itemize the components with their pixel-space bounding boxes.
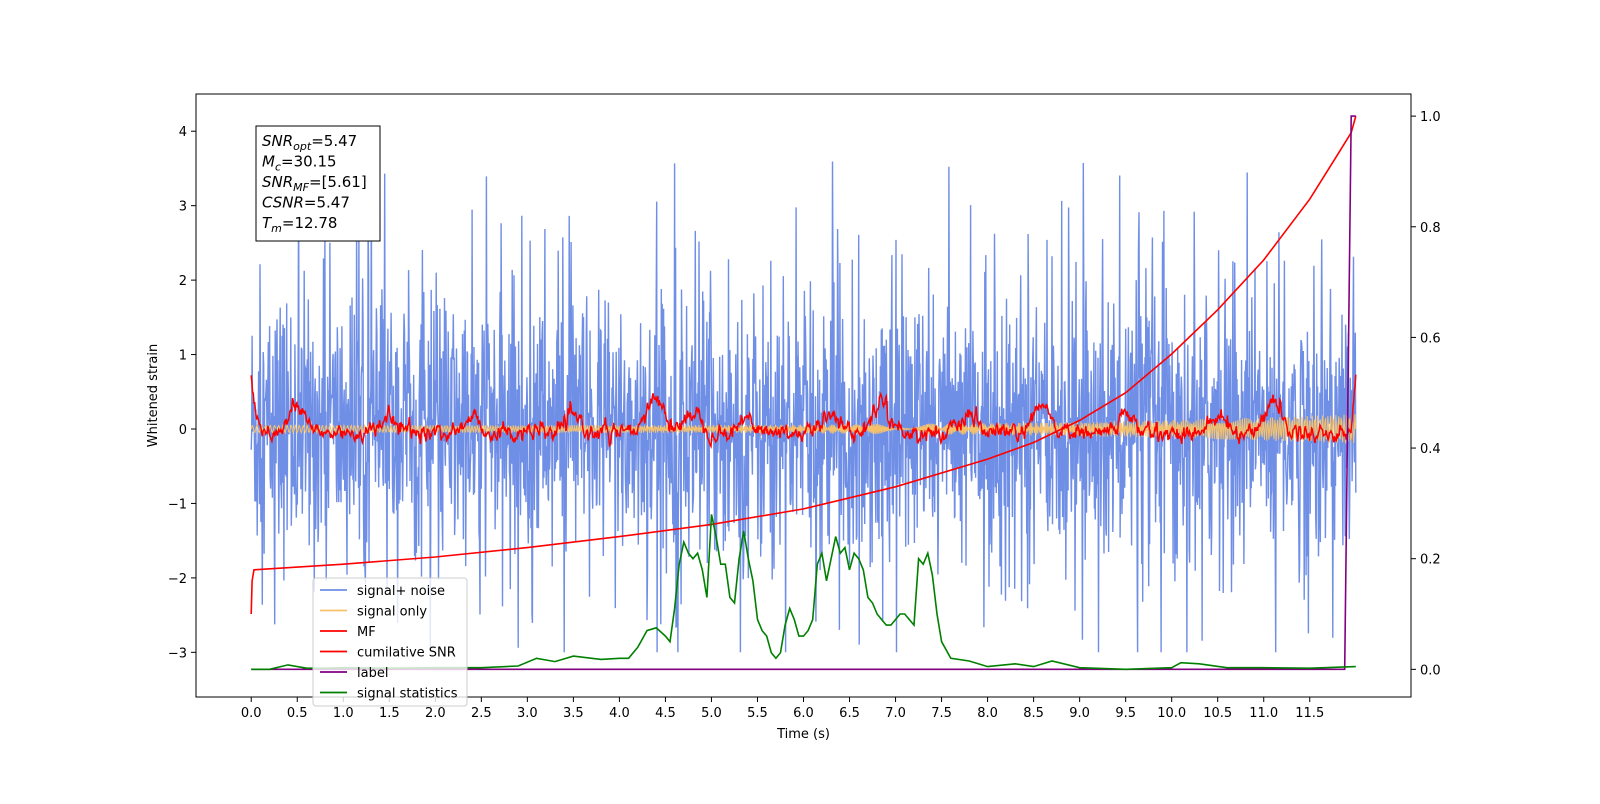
y-tick-label: 4 [179, 125, 187, 140]
annotation-line: Tm=12.78 [262, 214, 337, 235]
annotation-line: CSNR=5.47 [262, 194, 350, 212]
series-line [250, 374, 1357, 449]
legend-frame [312, 577, 468, 707]
y2-tick-label: 0.0 [1420, 663, 1441, 678]
legend-label: cumilative SNR [357, 646, 456, 661]
y-tick-label: 3 [179, 200, 187, 215]
series-line [250, 115, 1357, 615]
annotation-frame [255, 125, 381, 242]
series-cumilative-snr [250, 115, 1357, 615]
x-tick-label: 9.0 [1069, 706, 1090, 721]
series-layer [250, 115, 1357, 671]
series-signal-statistics [251, 514, 1356, 671]
series-label [251, 115, 1356, 671]
y-tick-label: −2 [168, 572, 187, 587]
y2-tick-label: 1.0 [1420, 110, 1441, 125]
x-tick-label: 10.5 [1203, 706, 1232, 721]
x-tick-label: 0.5 [287, 706, 308, 721]
series-signal-noise [250, 161, 1357, 653]
y2-tick-label: 0.2 [1420, 553, 1441, 568]
annotation-line: Mc=30.15 [262, 153, 337, 174]
y-tick-label: 0 [179, 423, 187, 438]
x-tick-label: 3.0 [517, 706, 538, 721]
parameter-annotation-box: SNRopt=5.47Mc=30.15SNRMF=[5.61]CSNR=5.47… [255, 125, 381, 242]
ticks-layer: 0.0 0.5 1.0 1.5 2.0 2.5 3.0 3.5 4.0 4.5 5.0 5.5 6.0 6… [168, 110, 1441, 721]
y-tick-label: −3 [168, 646, 187, 661]
x-tick-label: 11.0 [1249, 706, 1278, 721]
x-tick-label: 1.0 [333, 706, 354, 721]
y2-tick-label: 0.8 [1420, 221, 1441, 236]
x-tick-label: 5.0 [701, 706, 722, 721]
series-line [251, 115, 1356, 671]
annotation-line: SNRMF=[5.61] [262, 173, 367, 194]
x-tick-label: 6.0 [793, 706, 814, 721]
x-tick-label: 11.5 [1295, 706, 1324, 721]
y-axis-label: Whitened strain [146, 344, 161, 447]
y2-tick-label: 0.4 [1420, 442, 1441, 457]
x-tick-label: 6.5 [839, 706, 860, 721]
x-tick-label: 3.5 [563, 706, 584, 721]
legend-label: MF [357, 625, 376, 640]
y-tick-label: 1 [179, 349, 187, 364]
x-tick-label: 1.5 [379, 706, 400, 721]
x-tick-label: 4.5 [655, 706, 676, 721]
series-line [251, 514, 1356, 671]
annotation-line: SNRopt=5.47 [262, 132, 357, 153]
x-tick-label: 5.5 [747, 706, 768, 721]
x-tick-label: 8.0 [977, 706, 998, 721]
x-tick-label: 2.0 [425, 706, 446, 721]
legend-label: signal statistics [357, 687, 458, 702]
x-axis-label: Time (s) [776, 727, 830, 742]
x-tick-label: 7.0 [885, 706, 906, 721]
legend: signal+ noise signal only MF cumilative SNR… [312, 577, 468, 707]
x-tick-label: 2.5 [471, 706, 492, 721]
x-tick-label: 10.0 [1157, 706, 1186, 721]
x-tick-label: 9.5 [1115, 706, 1136, 721]
legend-label: signal only [357, 605, 427, 620]
x-tick-label: 0.0 [241, 706, 262, 721]
series-mf [250, 374, 1357, 449]
legend-label: signal+ noise [357, 584, 445, 599]
x-tick-label: 8.5 [1023, 706, 1044, 721]
legend-label: label [357, 666, 388, 681]
y-tick-label: −1 [168, 497, 187, 512]
series-line [250, 161, 1357, 653]
y-tick-label: 2 [179, 274, 187, 289]
y2-tick-label: 0.6 [1420, 331, 1441, 346]
x-tick-label: 7.5 [931, 706, 952, 721]
x-tick-label: 4.0 [609, 706, 630, 721]
